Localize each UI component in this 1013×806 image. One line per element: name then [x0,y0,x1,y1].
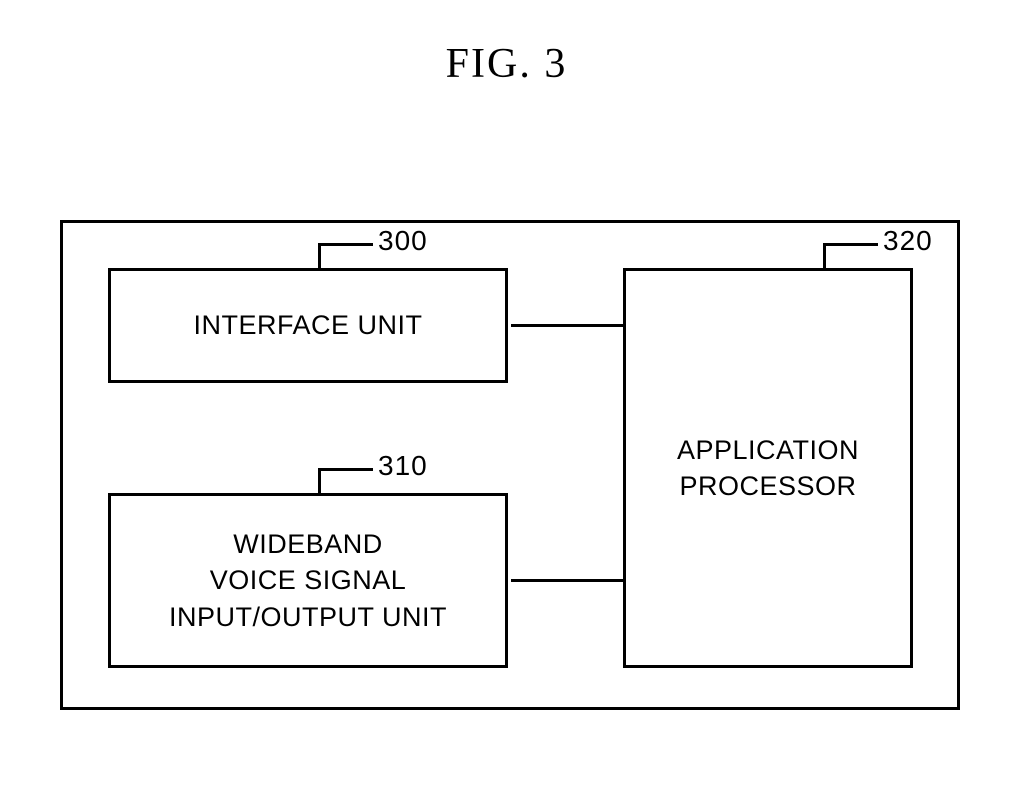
interface-unit-label: INTERFACE UNIT [193,307,422,343]
connector-interface-processor [511,324,623,327]
application-processor-label: APPLICATION PROCESSOR [677,432,859,505]
interface-unit-box: INTERFACE UNIT [108,268,508,383]
figure-title: FIG. 3 [0,40,1013,88]
ref-320-label: 320 [883,225,933,257]
diagram-outer-frame: INTERFACE UNIT 300 WIDEBAND VOICE SIGNAL… [60,220,960,710]
ref-320-leader [823,243,826,268]
ref-320-leader-horiz [823,243,878,246]
ref-310-leader-horiz [318,468,373,471]
ref-300-label: 300 [378,225,428,257]
ref-300-leader [318,243,321,268]
ref-300-leader-horiz [318,243,373,246]
connector-wideband-processor [511,579,623,582]
wideband-unit-label: WIDEBAND VOICE SIGNAL INPUT/OUTPUT UNIT [169,526,447,635]
ref-310-leader [318,468,321,493]
application-processor-box: APPLICATION PROCESSOR [623,268,913,668]
ref-310-label: 310 [378,450,428,482]
wideband-unit-box: WIDEBAND VOICE SIGNAL INPUT/OUTPUT UNIT [108,493,508,668]
